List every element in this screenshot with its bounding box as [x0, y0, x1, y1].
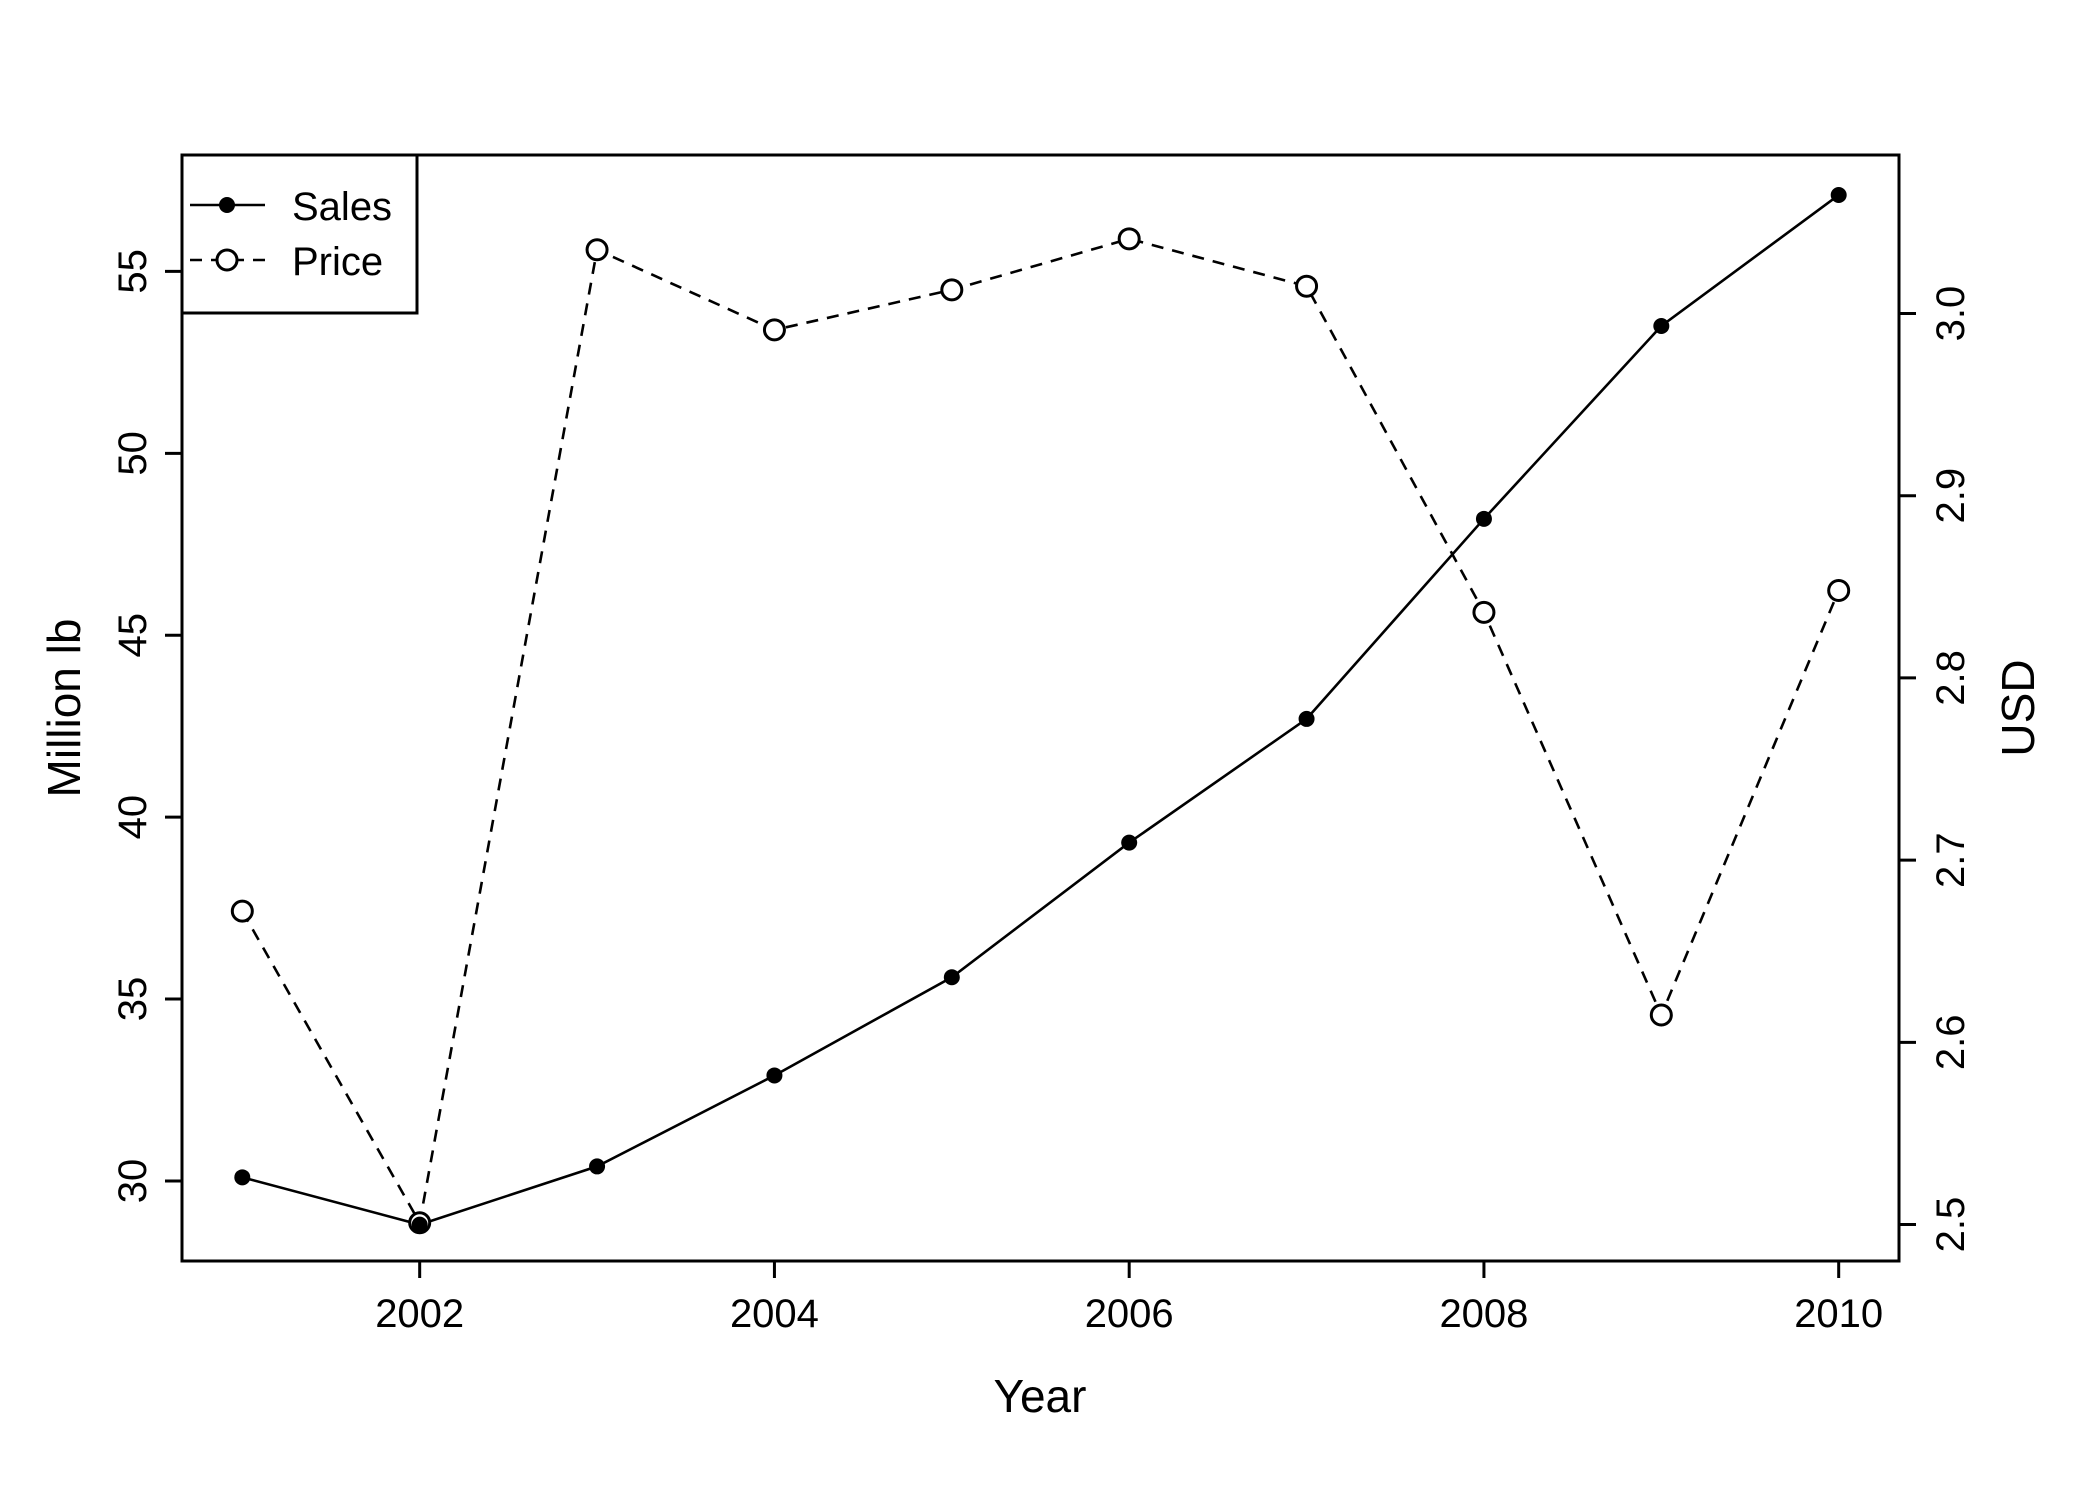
x-tick-label: 2006: [1085, 1292, 1174, 1336]
price-point: [1827, 578, 1851, 602]
sales-line: [241, 193, 1840, 1226]
price-line: [241, 237, 1840, 1227]
y-tick-label: 55: [111, 249, 155, 294]
sales-point: [1653, 317, 1670, 334]
series-layer: [230, 187, 1851, 1235]
y-tick-label: 30: [111, 1159, 155, 1204]
legend-price-label: Price: [292, 240, 383, 284]
price-point: [585, 238, 609, 262]
y-tick-label: 40: [111, 795, 155, 840]
sales-point: [589, 1158, 606, 1175]
price-point: [230, 899, 254, 923]
y2-tick-label: 2.9: [1929, 468, 1973, 524]
price-point: [1472, 600, 1496, 624]
price-point: [1117, 227, 1141, 251]
y-axis-left: 30 35 40 45 50 55: [111, 249, 182, 1203]
y2-axis-label: USD: [1992, 659, 2044, 756]
y-axis-label: Million lb: [38, 619, 90, 798]
x-axis-label: Year: [994, 1370, 1087, 1422]
legend: Sales Price: [180, 153, 419, 315]
y2-tick-label: 2.6: [1929, 1015, 1973, 1071]
y2-tick-label: 2.7: [1929, 832, 1973, 888]
legend-price-marker: [215, 248, 239, 272]
legend-box: [180, 153, 419, 315]
price-point: [762, 318, 786, 342]
sales-point: [1121, 834, 1138, 851]
sales-point: [1298, 710, 1315, 727]
sales-point: [766, 1067, 783, 1084]
x-tick-label: 2010: [1794, 1292, 1883, 1336]
y-tick-label: 45: [111, 613, 155, 658]
y-axis-right: 2.5 2.6 2.7 2.8 2.9 3.0: [1899, 286, 1973, 1253]
plot-frame: [180, 153, 1901, 1263]
sales-point: [234, 1169, 251, 1186]
y2-tick-label: 2.8: [1929, 650, 1973, 706]
y-tick-label: 35: [111, 977, 155, 1022]
x-tick-label: 2002: [375, 1292, 464, 1336]
legend-sales-marker: [219, 197, 235, 213]
price-point: [1649, 1003, 1673, 1027]
price-point: [940, 278, 964, 302]
price-point: [1295, 274, 1319, 298]
sales-point: [1830, 187, 1847, 204]
y2-tick-label: 2.5: [1929, 1197, 1973, 1253]
legend-sales-label: Sales: [292, 185, 392, 229]
sales-point: [411, 1216, 428, 1233]
x-tick-label: 2008: [1439, 1292, 1528, 1336]
y2-tick-label: 3.0: [1929, 286, 1973, 342]
y-tick-label: 50: [111, 431, 155, 476]
sales-point: [1475, 510, 1492, 527]
x-axis: 2002 2004 2006 2008 2010: [375, 1261, 1883, 1336]
sales-point: [943, 969, 960, 986]
x-tick-label: 2004: [730, 1292, 819, 1336]
